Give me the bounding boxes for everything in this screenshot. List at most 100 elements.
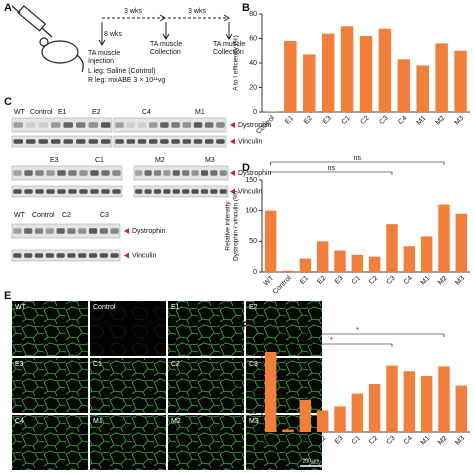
timeline bbox=[98, 14, 233, 46]
dystrophin-band bbox=[171, 122, 180, 128]
vinculin-band bbox=[148, 139, 158, 144]
y-tick-label: 100 bbox=[245, 208, 257, 215]
x-tick-label: E3 bbox=[334, 275, 345, 286]
bar bbox=[321, 33, 335, 112]
vinculin-band bbox=[76, 139, 86, 144]
bar bbox=[386, 224, 398, 272]
vinculin-band-bg bbox=[11, 135, 113, 148]
dystrophin-band bbox=[88, 122, 98, 128]
y-tick-label: 40 bbox=[249, 60, 257, 67]
x-tick-label: Control bbox=[272, 274, 293, 295]
micrograph bbox=[90, 301, 166, 356]
bar bbox=[386, 365, 398, 432]
vinculin-band bbox=[56, 253, 65, 258]
significance-label: ns bbox=[328, 165, 336, 172]
x-tick-label: E2 bbox=[316, 275, 327, 286]
bar bbox=[435, 43, 448, 112]
vinculin-band bbox=[63, 139, 73, 144]
micrograph bbox=[12, 415, 88, 470]
x-tick-label: M3 bbox=[454, 275, 466, 287]
interval-label: 3 wks bbox=[188, 8, 206, 15]
dystrophin-band bbox=[115, 122, 124, 128]
dystrophin-band bbox=[78, 228, 87, 234]
micrograph bbox=[168, 301, 244, 356]
x-tick-label: E2 bbox=[303, 115, 314, 126]
bar bbox=[282, 270, 294, 272]
vinculin-band bbox=[153, 189, 162, 194]
dystrophin-band bbox=[79, 170, 88, 176]
dystrophin-band bbox=[148, 122, 158, 128]
lane-label: E3 bbox=[50, 157, 59, 164]
x-tick-label: C2 bbox=[368, 275, 379, 286]
lane-label: C4 bbox=[142, 109, 151, 116]
x-tick-label: C1 bbox=[351, 435, 362, 446]
dystrophin-band bbox=[112, 170, 121, 176]
micrograph-label: C4 bbox=[15, 418, 24, 425]
vinculin-band bbox=[90, 189, 99, 194]
x-tick-label: M1 bbox=[420, 275, 432, 287]
bar bbox=[403, 246, 416, 272]
vinculin-band bbox=[24, 253, 33, 258]
vinculin-band bbox=[45, 253, 54, 258]
dystrophin-band bbox=[163, 170, 171, 176]
bar bbox=[334, 250, 346, 272]
dystrophin-band bbox=[35, 170, 44, 176]
vinculin-band bbox=[137, 139, 147, 144]
vinculin-band-bg bbox=[11, 249, 121, 262]
vinculin-band-bg bbox=[113, 135, 227, 148]
vinculin-band bbox=[182, 139, 192, 144]
leg-label: R leg: mxABE 3 × 10¹¹vg bbox=[88, 77, 165, 84]
vinculin-band bbox=[160, 139, 169, 144]
dystrophin-band bbox=[153, 170, 162, 176]
dystrophin-band bbox=[24, 170, 33, 176]
y-tick-label: 75 bbox=[249, 369, 257, 376]
dystrophin-band bbox=[90, 170, 99, 176]
x-tick-label: C3 bbox=[378, 115, 389, 126]
dystrophin-band bbox=[193, 122, 203, 128]
event-label: TA muscle bbox=[88, 50, 120, 57]
micrograph bbox=[246, 301, 322, 356]
lane-label: M3 bbox=[205, 157, 215, 164]
bar bbox=[282, 429, 294, 432]
dystrophin-band bbox=[99, 228, 108, 234]
dystrophin-band bbox=[13, 122, 23, 128]
panel-label: B bbox=[242, 2, 250, 14]
vinculin-band bbox=[78, 253, 87, 258]
significance-label: ns bbox=[354, 155, 362, 162]
bar bbox=[420, 376, 433, 432]
bar bbox=[359, 36, 373, 112]
x-tick-label: M2 bbox=[437, 275, 449, 287]
y-axis-label: Relative intensity bbox=[225, 201, 232, 251]
vinculin-band bbox=[193, 139, 203, 144]
x-tick-label: M3 bbox=[454, 435, 466, 447]
dystrophin-band bbox=[26, 122, 36, 128]
significance-bracket bbox=[270, 343, 393, 347]
dystrophin-band bbox=[24, 228, 33, 234]
y-tick-label: 50 bbox=[249, 389, 257, 396]
vinculin-band bbox=[163, 189, 171, 194]
event-label: TA muscle bbox=[213, 41, 245, 48]
vinculin-band bbox=[110, 253, 119, 258]
bar bbox=[299, 400, 312, 432]
dystrophin-band bbox=[34, 228, 44, 234]
x-tick-label: M2 bbox=[437, 435, 449, 447]
event-label: Collection bbox=[213, 49, 244, 56]
vinculin-band bbox=[144, 189, 152, 194]
y-tick-label: 25 bbox=[249, 409, 257, 416]
vinculin-band bbox=[88, 139, 98, 144]
vinculin-band bbox=[99, 253, 108, 258]
significance-label: * bbox=[330, 337, 333, 344]
panel-label: F bbox=[242, 320, 249, 332]
dystrophin-band bbox=[216, 122, 225, 128]
lane-label: C1 bbox=[95, 157, 104, 164]
vinculin-band bbox=[219, 189, 227, 194]
vinculin-band bbox=[101, 139, 111, 144]
bar bbox=[264, 352, 277, 432]
x-tick-label: E1 bbox=[299, 435, 310, 446]
dystrophin-band bbox=[38, 122, 48, 128]
dystrophin-band-bg bbox=[113, 117, 227, 133]
significance-bracket bbox=[270, 333, 445, 337]
x-tick-label: C1 bbox=[351, 275, 362, 286]
micrograph bbox=[90, 415, 166, 470]
